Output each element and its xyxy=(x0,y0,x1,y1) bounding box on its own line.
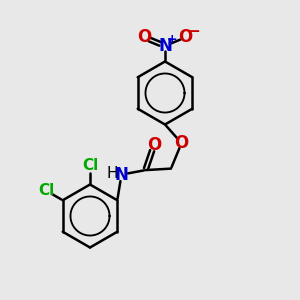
Text: −: − xyxy=(188,24,200,39)
Text: Cl: Cl xyxy=(38,183,55,199)
Text: O: O xyxy=(137,28,152,46)
Text: +: + xyxy=(166,33,177,46)
Text: N: N xyxy=(158,37,172,55)
Text: O: O xyxy=(178,28,193,46)
Text: O: O xyxy=(147,136,161,154)
Text: N: N xyxy=(115,166,128,184)
Text: H: H xyxy=(107,166,118,181)
Text: O: O xyxy=(174,134,189,152)
Text: Cl: Cl xyxy=(82,158,98,173)
